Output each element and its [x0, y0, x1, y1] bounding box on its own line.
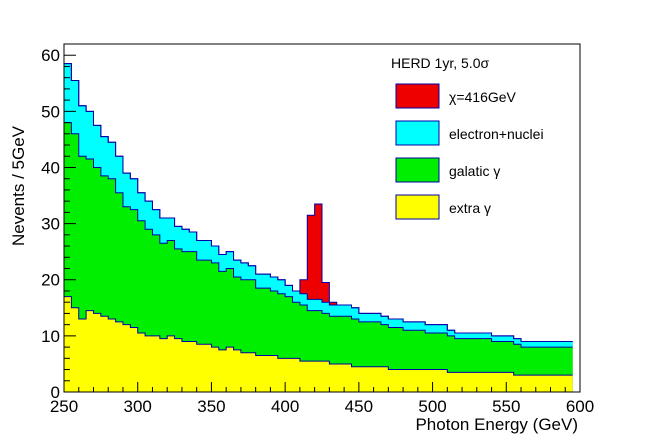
plot-frame: [63, 43, 581, 393]
legend-swatch: [395, 83, 440, 109]
histogram-fills: [64, 63, 573, 393]
legend-swatch: [395, 120, 440, 146]
y-axis-label: Nevents / 5GeV: [9, 125, 28, 246]
series-outline-electron-nuclei: [64, 63, 573, 342]
x-axis-label: Photon Energy (GeV): [415, 415, 578, 434]
x-tick-label: 550: [492, 397, 520, 416]
axis-tick-labels: 250 300 350 400 450 500 550 600 0 10 20 30 40 50 60: [41, 46, 594, 416]
legend-swatch: [395, 194, 440, 220]
y-tick-label: 40: [41, 158, 60, 177]
legend-label: χ=416GeV: [449, 89, 517, 105]
x-tick-label: 250: [50, 397, 78, 416]
series-outline-extra-: [64, 296, 573, 376]
legend-title: HERD 1yr, 5.0σ: [391, 55, 489, 71]
y-tick-label: 10: [41, 327, 60, 346]
legend-label: extra γ: [449, 200, 491, 216]
x-tick-label: 600: [566, 397, 594, 416]
legend: HERD 1yr, 5.0σ χ=416GeV electron+nuclei ga…: [391, 55, 544, 220]
y-tick-label: 60: [41, 46, 60, 65]
x-tick-label: 450: [345, 397, 373, 416]
legend-swatch: [395, 157, 440, 183]
x-tick-label: 350: [197, 397, 225, 416]
series-fill-extra-: [64, 296, 573, 392]
legend-label: galatic γ: [449, 163, 500, 179]
legend-label: electron+nuclei: [449, 126, 544, 142]
x-tick-label: 500: [418, 397, 446, 416]
x-tick-label: 300: [124, 397, 152, 416]
series-outline-galatic-: [64, 122, 573, 348]
x-tick-label: 400: [271, 397, 299, 416]
y-tick-label: 20: [41, 271, 60, 290]
y-tick-label: 50: [41, 102, 60, 121]
y-tick-label: 30: [41, 215, 60, 234]
y-tick-label: 0: [51, 383, 60, 402]
series-fill-galatic-: [64, 122, 573, 392]
histogram-outlines: [64, 63, 573, 376]
axis-ticks: [63, 43, 581, 393]
